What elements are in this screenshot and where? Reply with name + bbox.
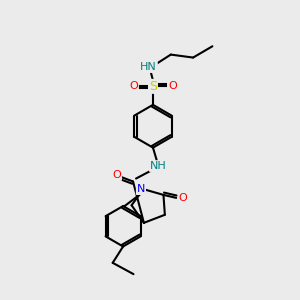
Text: HN: HN [140, 62, 157, 72]
Text: N: N [137, 184, 145, 194]
Text: O: O [129, 81, 138, 92]
Text: O: O [178, 193, 187, 203]
Text: O: O [168, 81, 177, 92]
Text: NH: NH [150, 161, 167, 171]
Text: O: O [112, 170, 121, 180]
Text: S: S [149, 80, 157, 93]
